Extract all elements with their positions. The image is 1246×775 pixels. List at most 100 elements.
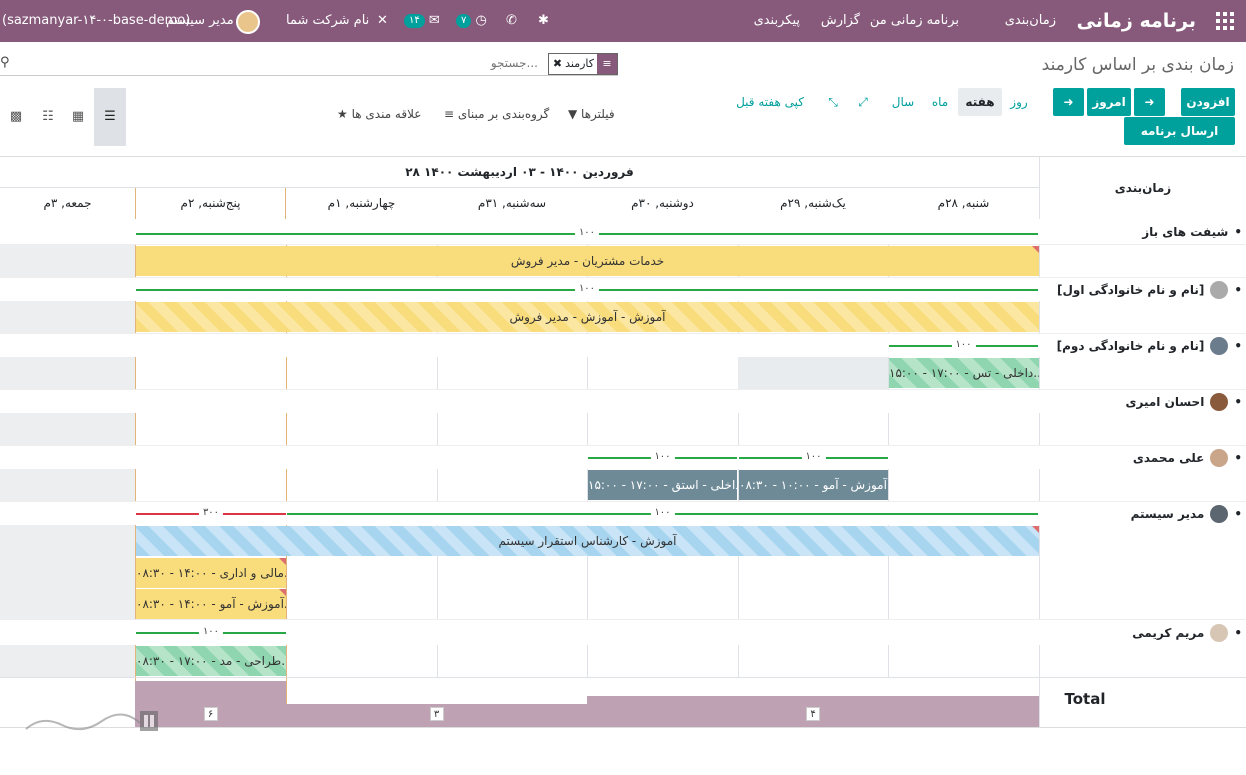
- allocation-bar-overload: ۳۰۰: [136, 506, 286, 520]
- row-label: احسان امیری: [1125, 395, 1205, 409]
- total-value: ۴: [806, 707, 820, 721]
- menu-my-planning[interactable]: برنامه زمانی من: [869, 13, 959, 28]
- search-input[interactable]: [138, 52, 538, 74]
- next-period-button[interactable]: ➜: [1134, 88, 1165, 116]
- gantt-row-employee[interactable]: احسان امیری •: [1125, 393, 1242, 411]
- row-label: شیفت های باز: [1142, 225, 1229, 239]
- prev-period-button[interactable]: ➜: [1053, 88, 1084, 116]
- total-value: ۶: [203, 707, 218, 721]
- scale-day-button[interactable]: روز: [1010, 95, 1028, 109]
- activity-clock-icon[interactable]: ۷ ◷: [456, 0, 487, 42]
- day-column-header: یک‌شنبه, ۲۹م: [780, 196, 846, 210]
- watermark-logo: [22, 707, 167, 735]
- gantt-view: زمان‌بندی ۲۸ فروردین ۱۴۰۰ - ۰۳ اردیبهشت …: [0, 156, 1246, 731]
- employee-avatar: [1210, 624, 1229, 642]
- gantt-header-label: زمان‌بندی: [1114, 181, 1172, 195]
- allocation-percent: ۱۰۰: [801, 450, 826, 464]
- shift-pill[interactable]: ۰۸:۳۰ - ۱۰:۰۰ - آموزش - آمو...: [739, 470, 888, 500]
- copy-previous-week-button[interactable]: کپی هفته قبل: [736, 95, 804, 109]
- allocation-bar: ۱۰۰: [889, 338, 1038, 352]
- allocation-bar: ۱۰۰: [287, 506, 1038, 520]
- employee-avatar: [1210, 393, 1229, 411]
- activity-badge: ۷: [456, 13, 472, 28]
- list-view-icon[interactable]: ☷: [42, 109, 54, 124]
- allocation-bar: ۱۰۰: [739, 450, 888, 464]
- top-navbar: برنامه زمانی زمان‌بندی برنامه زمانی من گ…: [0, 0, 1246, 42]
- allocation-percent: ۳۰۰: [198, 506, 224, 520]
- employee-avatar: [1210, 449, 1229, 467]
- calendar-view-icon[interactable]: ▦: [71, 109, 85, 124]
- search-icon[interactable]: ⚲: [0, 55, 10, 70]
- scale-week-button[interactable]: هفته: [958, 88, 1002, 116]
- groupby-facet-icon: ≡: [597, 54, 617, 74]
- employee-avatar: [1210, 505, 1229, 523]
- gantt-row-open-shifts[interactable]: شیفت های باز •: [1142, 225, 1242, 239]
- row-label: علی محمدی: [1132, 451, 1205, 465]
- shift-pill[interactable]: ۰۸:۳۰ - ۱۷:۰۰ - طراحی - مد...: [136, 646, 286, 676]
- debug-bug-icon[interactable]: ✱: [538, 13, 549, 28]
- gantt-row-employee[interactable]: مدیر سیستم •: [1130, 505, 1242, 523]
- allocation-percent: ۱۰۰: [574, 282, 600, 296]
- favorites-dropdown[interactable]: ★ علاقه مندی ها: [337, 107, 422, 121]
- row-label: مدیر سیستم: [1130, 507, 1205, 521]
- shift-pill[interactable]: خدمات مشتریان - مدیر فروش: [136, 246, 1039, 276]
- favorites-label: علاقه مندی ها: [351, 107, 422, 121]
- allocation-percent: ۱۰۰: [574, 226, 600, 240]
- allocation-percent: ۱۰۰: [650, 450, 675, 464]
- employee-avatar: [1210, 337, 1229, 355]
- allocation-bar: ۱۰۰: [588, 450, 737, 464]
- user-name[interactable]: مدیر سیستم: [166, 13, 234, 28]
- messages-icon[interactable]: ۱۴ ✉: [404, 0, 440, 42]
- app-brand[interactable]: برنامه زمانی: [1076, 10, 1196, 32]
- shift-pill[interactable]: آموزش - آموزش - مدیر فروش: [136, 302, 1039, 332]
- database-name: (sazmanyar-۱۴-۰-base-demo): [2, 13, 191, 28]
- scale-year-button[interactable]: سال: [891, 95, 915, 109]
- gantt-row-employee[interactable]: مریم کریمی •: [1132, 624, 1242, 642]
- page-title: زمان بندی بر اساس کارمند: [1041, 55, 1234, 75]
- messages-badge: ۱۴: [404, 13, 425, 28]
- company-switcher[interactable]: نام شرکت شما: [286, 13, 370, 28]
- kanban-view-icon[interactable]: ▩: [9, 109, 23, 124]
- allocation-percent: ۱۰۰: [198, 625, 224, 639]
- filters-label: فیلترها: [581, 107, 615, 121]
- facet-value: کارمند: [565, 57, 594, 70]
- gantt-view-icon[interactable]: ☰: [94, 88, 126, 146]
- remove-facet-icon[interactable]: ✖: [552, 57, 563, 70]
- collapse-rows-icon[interactable]: ⤡: [828, 95, 838, 109]
- filters-dropdown[interactable]: ▼ فیلترها: [568, 107, 615, 121]
- total-value: ۳: [429, 707, 444, 721]
- row-label: [نام و نام خانوادگی اول]: [1057, 283, 1205, 297]
- allocation-bar: ۱۰۰: [136, 625, 286, 639]
- menu-reporting[interactable]: گزارش: [820, 13, 860, 28]
- allocation-percent: ۱۰۰: [650, 506, 675, 520]
- groupby-label: گروه‌بندی بر مبنای: [457, 107, 550, 121]
- send-schedule-button[interactable]: ارسال برنامه زمانی: [1124, 117, 1235, 166]
- menu-planning[interactable]: زمان‌بندی: [1004, 13, 1056, 28]
- control-panel: زمان بندی بر اساس کارمند ✖ کارمند ≡ ⚲ اف…: [0, 43, 1246, 166]
- shift-pill[interactable]: ۱۵:۰۰ - ۱۷:۰۰ - داخلی - استق...: [588, 470, 737, 500]
- phone-icon[interactable]: ✆: [506, 13, 517, 28]
- gantt-row-employee[interactable]: [نام و نام خانوادگی دوم] •: [1056, 337, 1242, 355]
- row-label: مریم کریمی: [1132, 626, 1205, 640]
- scale-month-button[interactable]: ماه: [931, 95, 949, 109]
- total-label: Total: [1064, 690, 1106, 708]
- tools-icon[interactable]: ✕: [377, 13, 388, 28]
- view-switcher: ☰ ▦ ☷ ▩: [0, 88, 130, 146]
- shift-pill[interactable]: ۱۵:۰۰ - ۱۷:۰۰ - داخلی - تس...: [889, 358, 1039, 388]
- allocation-bar: ۱۰۰: [136, 226, 1038, 240]
- shift-pill[interactable]: ۰۸:۳۰ - ۱۴:۰۰ - آموزش - آمو...: [136, 589, 286, 619]
- apps-menu-icon[interactable]: [1212, 0, 1238, 42]
- groupby-dropdown[interactable]: ≡ گروه‌بندی بر مبنای: [444, 107, 550, 121]
- shift-pill[interactable]: ۰۸:۳۰ - ۱۴:۰۰ - مالی و اداری...: [136, 558, 286, 588]
- shift-pill[interactable]: آموزش - کارشناس استقرار سیستم: [136, 526, 1039, 556]
- day-column-header: چهارشنبه, ۱م: [327, 196, 396, 210]
- user-avatar[interactable]: [236, 0, 260, 42]
- gantt-row-employee[interactable]: [نام و نام خانوادگی اول] •: [1057, 281, 1242, 299]
- add-button[interactable]: افزودن: [1181, 88, 1235, 116]
- gantt-row-employee[interactable]: علی محمدی •: [1132, 449, 1242, 467]
- menu-configuration[interactable]: پیکربندی: [753, 13, 800, 28]
- search-facet-employee: ✖ کارمند ≡: [547, 53, 618, 75]
- expand-rows-icon[interactable]: ⤢: [858, 95, 868, 109]
- gantt-date-range: ۲۸ فروردین ۱۴۰۰ - ۰۳ اردیبهشت ۱۴۰۰: [405, 165, 634, 179]
- today-button[interactable]: امروز: [1087, 88, 1131, 116]
